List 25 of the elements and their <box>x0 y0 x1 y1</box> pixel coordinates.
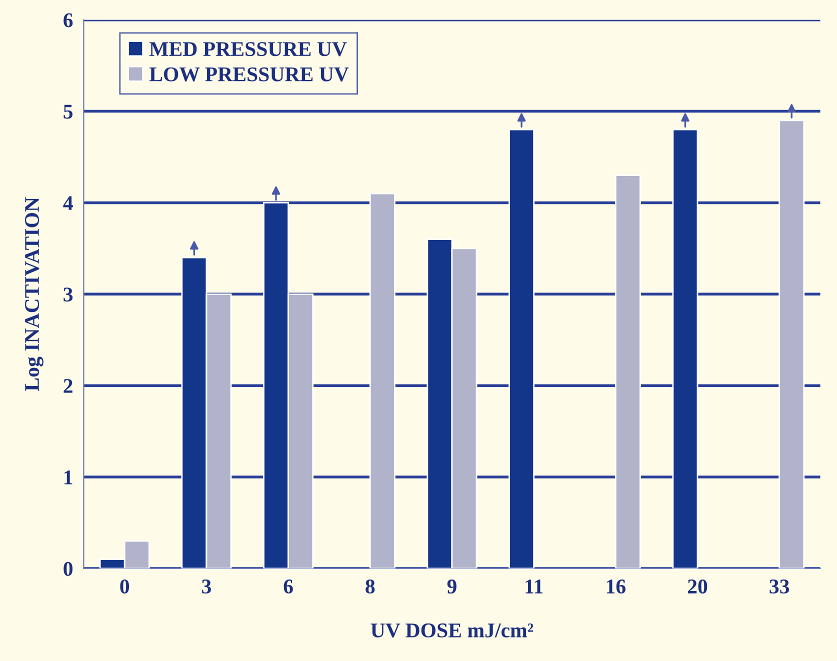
x-tick-label: 0 <box>120 579 130 594</box>
bar <box>614 174 641 568</box>
y-tick-label: 2 <box>64 379 72 393</box>
bar <box>672 128 698 568</box>
x-axis-title: UV DOSE mJ/cm² <box>370 623 534 638</box>
y-tick-label: 0 <box>64 562 72 576</box>
x-tick-label: 20 <box>688 579 708 594</box>
x-tick-label: 33 <box>770 580 790 594</box>
y-tick-label: 1 <box>64 470 72 484</box>
bar <box>778 120 805 568</box>
y-axis-title: Log INACTIVATION <box>25 197 44 391</box>
bar <box>508 128 535 568</box>
y-tick-label: 3 <box>64 288 73 302</box>
bar <box>369 192 396 568</box>
legend-label: MED PRESSURE UV <box>149 42 347 56</box>
x-tick-label: 11 <box>526 580 543 594</box>
x-tick-label: 6 <box>284 580 293 594</box>
y-tick-label: 6 <box>64 13 73 28</box>
y-tick-label: 5 <box>64 104 73 119</box>
x-tick-label: 3 <box>202 580 211 594</box>
y-tick-label: 4 <box>63 196 73 210</box>
x-tick-label: 16 <box>606 580 626 594</box>
x-tick-label: 9 <box>447 580 456 594</box>
x-tick-label: 8 <box>366 579 375 594</box>
legend-label: LOW PRESSURE UV <box>149 67 349 82</box>
